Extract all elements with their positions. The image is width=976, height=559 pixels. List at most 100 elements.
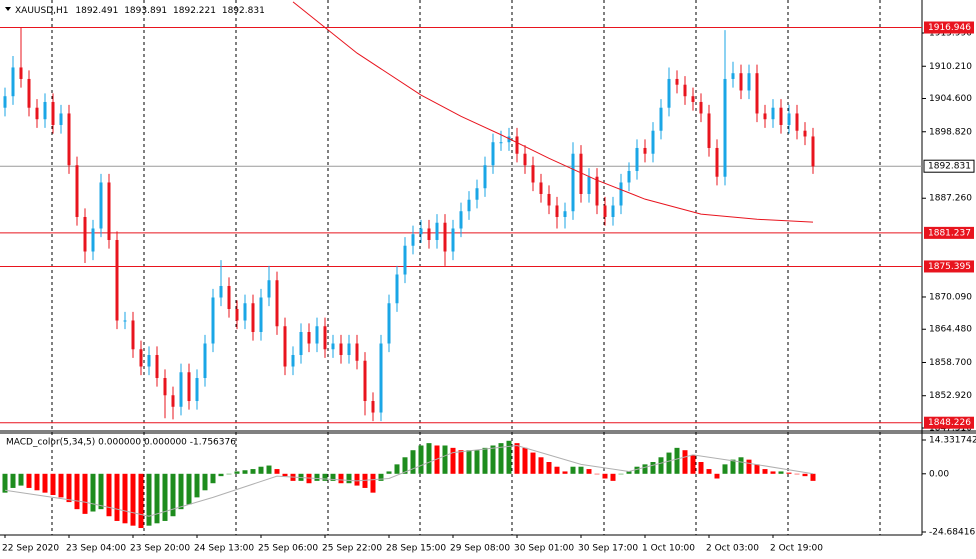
level-label-bg — [924, 21, 974, 34]
symbol: XAUUSD,H1 — [15, 6, 69, 16]
candle-body — [195, 378, 199, 402]
x-tick-label: 23 Sep 04:00 — [66, 544, 126, 554]
macd-bar — [690, 454, 696, 474]
candle-body — [627, 170, 631, 183]
macd-bar — [810, 473, 816, 481]
macd-bar — [770, 471, 776, 474]
macd-bar — [626, 471, 632, 474]
macd-bar — [362, 473, 368, 488]
candle-body — [387, 303, 391, 344]
macd-bar — [714, 473, 720, 479]
current-price-bg — [923, 159, 975, 173]
macd-bar — [42, 473, 48, 493]
menu-arrow[interactable] — [5, 7, 11, 11]
macd-bar — [2, 473, 8, 493]
macd-bar — [354, 473, 360, 486]
macd-bar — [746, 459, 752, 474]
macd-bar — [426, 443, 432, 474]
macd-bar — [314, 473, 320, 481]
x-tick-label: 30 Sep 17:00 — [578, 544, 638, 554]
candle-body — [427, 228, 431, 240]
candle-body — [155, 355, 159, 379]
macd-bar — [466, 450, 472, 474]
candle-body — [451, 228, 455, 252]
macd-bar — [218, 473, 224, 477]
macd-bar — [114, 473, 120, 521]
candle-body — [595, 176, 599, 206]
indicator-title: MACD_color(5,34,5) 0.000000 0.000000 -1.… — [6, 438, 236, 448]
macd-bar — [138, 473, 144, 529]
candle-body — [243, 303, 247, 321]
candle-body — [171, 395, 175, 407]
candle-body — [763, 113, 767, 120]
candle-body — [75, 165, 79, 217]
candle-body — [435, 222, 439, 240]
macd-bar — [706, 469, 712, 474]
candle-body — [779, 107, 783, 125]
candle-body — [787, 113, 791, 125]
macd-bar — [146, 473, 152, 526]
x-tick-label: 25 Sep 06:00 — [258, 544, 318, 554]
macd-bar — [202, 473, 208, 491]
x-tick-label: 28 Sep 15:00 — [386, 544, 446, 554]
candle-body — [459, 211, 463, 229]
macd-bar — [418, 445, 424, 474]
candle-body — [579, 153, 583, 194]
macd-bar — [698, 462, 704, 474]
macd-bar — [394, 464, 400, 474]
x-tick-label: 23 Sep 20:00 — [130, 544, 190, 554]
candle-body — [67, 113, 71, 166]
macd-bar — [10, 473, 16, 488]
macd-bar — [122, 473, 128, 524]
macd-bar — [234, 471, 240, 474]
macd-bar — [754, 464, 760, 474]
x-tick-label: 1 Oct 10:00 — [642, 544, 695, 554]
candle-body — [107, 182, 111, 240]
candle-body — [395, 274, 399, 304]
x-tick-label: 25 Sep 22:00 — [322, 544, 382, 554]
candle-body — [563, 211, 567, 217]
macd-bar — [522, 447, 528, 474]
macd-bar — [242, 470, 248, 474]
macd-bar — [338, 473, 344, 484]
macd-bar — [266, 465, 272, 474]
macd-bar — [498, 443, 504, 474]
macd-bar — [330, 473, 336, 481]
candle-body — [643, 147, 647, 154]
header-open: 1892.491 — [75, 6, 118, 16]
macd-bar — [738, 457, 744, 474]
candle-body — [355, 343, 359, 361]
candle-body — [251, 303, 255, 333]
candle-body — [35, 107, 39, 120]
macd-bar — [650, 462, 656, 474]
level-label: 1875.395 — [928, 262, 971, 272]
candle-body — [523, 153, 527, 166]
level-label-bg — [924, 226, 974, 239]
macd-y-tick-label: 0.00 — [929, 469, 949, 479]
candle-body — [99, 182, 103, 229]
candle-body — [339, 343, 343, 356]
macd-bar — [402, 457, 408, 474]
candle-body — [795, 113, 799, 131]
candle-body — [771, 107, 775, 120]
macd-bar — [74, 473, 80, 510]
macd-bar — [170, 473, 176, 517]
candle-body — [3, 96, 7, 108]
candle-body — [723, 78, 727, 177]
macd-bar — [610, 473, 616, 481]
y-tick-label: 1870.090 — [929, 292, 972, 302]
macd-bar — [786, 472, 792, 474]
candle-body — [275, 280, 279, 327]
macd-bar — [514, 443, 520, 474]
macd-bar — [34, 473, 40, 491]
x-tick-label: 30 Sep 01:00 — [514, 544, 574, 554]
candle-body — [547, 193, 551, 206]
macd-bar — [346, 473, 352, 484]
candle-body — [315, 326, 319, 344]
candle-body — [715, 147, 719, 177]
candle-body — [11, 67, 15, 97]
candle-body — [115, 239, 119, 321]
candle-body — [267, 280, 271, 298]
macd-bar — [546, 462, 552, 474]
